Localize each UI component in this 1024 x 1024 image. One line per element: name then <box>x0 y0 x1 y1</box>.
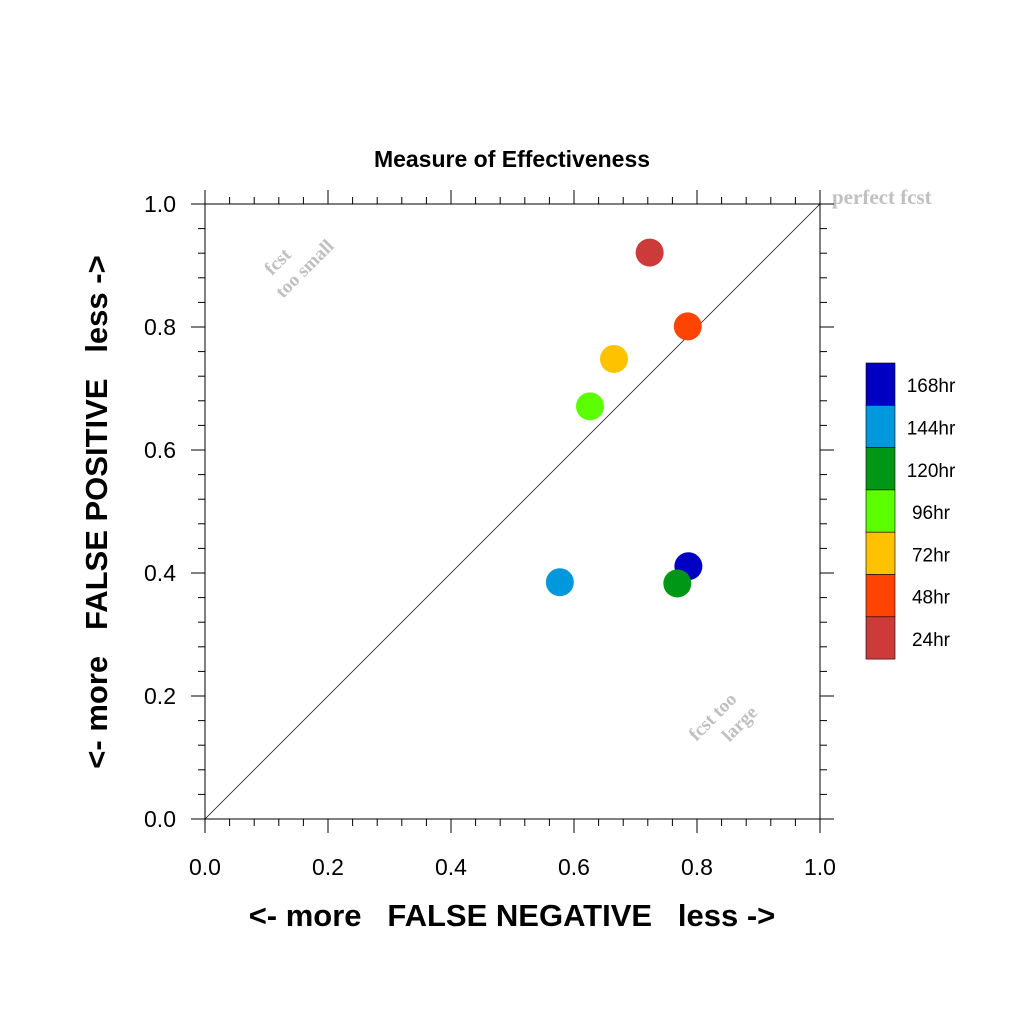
x-tick-label: 0.8 <box>681 854 713 880</box>
legend-swatch-144hr <box>865 404 896 448</box>
x-tick-label: 0.2 <box>312 854 344 880</box>
legend-swatch-24hr <box>865 616 896 660</box>
diagonal-annotations: perfect fcst fcsttoo small fcst toolarge <box>255 185 932 762</box>
legend-swatch-120hr <box>865 447 896 491</box>
plot-frame <box>204 203 821 820</box>
x-tick-label: 0.4 <box>435 854 467 880</box>
too-large-annotation: fcst toolarge <box>685 685 762 762</box>
point-144hr <box>545 568 574 597</box>
x-axis-label: <- more FALSE NEGATIVE less -> <box>249 898 776 933</box>
legend: 168hr 144hr 120hr 96hr 72hr 48hr 24hr <box>865 362 956 660</box>
legend-swatch-72hr <box>865 531 896 575</box>
perfect-forecast-annotation: perfect fcst <box>832 185 932 209</box>
legend-label-168hr: 168hr <box>907 376 956 397</box>
point-96hr <box>575 392 604 421</box>
point-72hr <box>599 344 628 373</box>
legend-swatch-96hr <box>865 489 896 533</box>
data-points <box>545 238 703 598</box>
legend-label-72hr: 72hr <box>912 545 951 566</box>
y-tick-label: 0.8 <box>144 314 176 340</box>
y-tick-label: 0.4 <box>144 560 176 586</box>
point-48hr <box>673 312 702 341</box>
legend-label-24hr: 24hr <box>912 630 951 651</box>
x-tick-label: 0.0 <box>189 854 221 880</box>
point-24hr <box>635 238 664 267</box>
chart-title: Measure of Effectiveness <box>374 146 650 172</box>
legend-label-96hr: 96hr <box>912 503 951 524</box>
legend-label-120hr: 120hr <box>907 461 956 482</box>
y-tick-label: 0.0 <box>144 806 176 832</box>
y-tick-label: 0.2 <box>144 683 176 709</box>
too-small-annotation: fcsttoo small <box>255 219 339 303</box>
axes: 0.0 0.2 0.4 0.6 0.8 1.0 0.0 0.2 0.4 0.6 0.8 1.0 <box>144 190 836 880</box>
x-tick-label: 1.0 <box>804 854 836 880</box>
perfect-forecast-line <box>204 203 821 820</box>
y-tick-label: 0.6 <box>144 437 176 463</box>
y-tick-label: 1.0 <box>144 191 176 217</box>
legend-label-48hr: 48hr <box>912 588 951 609</box>
legend-label-144hr: 144hr <box>907 418 956 439</box>
y-axis-label: <- more FALSE POSITIVE less -> <box>79 255 114 768</box>
legend-swatch-168hr <box>865 362 896 406</box>
x-tick-label: 0.6 <box>558 854 590 880</box>
point-120hr <box>663 569 692 598</box>
legend-swatch-48hr <box>865 574 896 618</box>
